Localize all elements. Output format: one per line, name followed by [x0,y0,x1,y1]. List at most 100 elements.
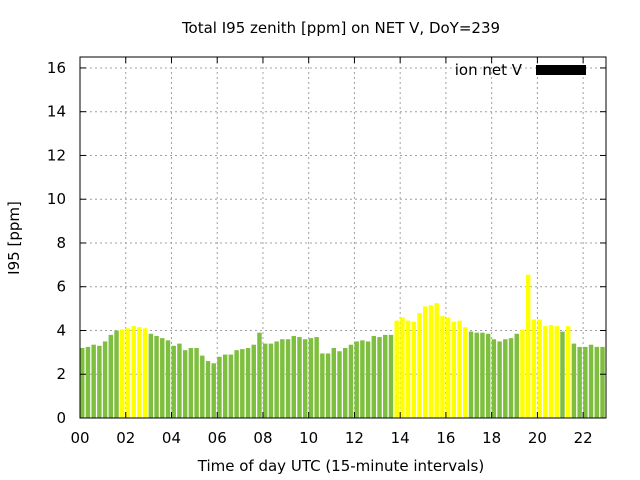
plot-frame [79,56,607,419]
bar [171,345,176,418]
bar [120,329,125,418]
bar [200,355,205,418]
bar [280,339,285,418]
bar [423,306,428,418]
bar [97,345,102,418]
y-tick-labels: 0 2 4 6 8 10 12 14 16 [47,59,66,427]
x-tick-label: 22 [574,429,593,447]
bar [102,341,108,418]
bar [114,330,119,418]
bar [291,335,297,418]
x-tick-label: 12 [345,429,364,447]
bar [154,335,159,418]
bar [177,343,182,418]
bar [222,354,228,418]
bar [543,326,548,418]
y-tick-label: 16 [47,59,66,77]
bar [314,337,319,418]
y-tick-label: 12 [47,146,66,164]
bar [325,353,331,418]
bar [257,332,262,418]
bar [571,343,577,418]
bar [188,347,194,418]
bar [417,312,422,418]
bar [583,346,588,418]
bar [211,363,216,418]
bar [85,346,91,418]
bar [165,340,171,418]
bar [320,353,325,418]
bar [548,325,554,418]
bar [142,328,148,418]
y-tick-label: 14 [47,103,66,121]
legend-swatch [536,65,586,75]
bar [405,320,411,418]
bar [262,343,268,418]
y-tick-label: 6 [56,278,66,296]
bar [440,316,445,418]
bar [434,303,439,418]
bar [394,320,399,418]
bar [91,344,96,418]
bar [383,334,388,418]
bar [503,339,508,418]
bar [594,346,600,418]
x-tick-label: 02 [116,429,135,447]
chart-title: Total I95 zenith [ppm] on NET V, DoY=239 [181,19,500,37]
bar [108,334,114,418]
x-tick-label: 16 [436,429,455,447]
bar [508,338,514,418]
bar [520,329,525,418]
bar [302,339,308,418]
bar [474,332,479,418]
bar [234,350,239,418]
bar [125,328,131,418]
x-tick-label: 18 [482,429,501,447]
x-tick-label: 14 [391,429,410,447]
x-tick-label: 08 [253,429,272,447]
bar [537,319,542,418]
bar [400,317,405,418]
bar [497,341,502,418]
x-tick-labels: 00 02 04 06 08 10 12 14 16 18 20 22 [70,429,592,447]
bar [343,347,348,418]
x-tick-label: 04 [162,429,181,447]
y-tick-label: 2 [56,365,66,383]
bar [137,327,142,418]
bar [480,332,485,418]
legend: ion net V [455,61,586,79]
bar [377,337,382,418]
y-tick-label: 10 [47,190,66,208]
bar [457,320,462,418]
bar [148,333,154,418]
bars [80,274,605,418]
bar [182,350,188,418]
bar [577,346,582,418]
bar [514,333,519,418]
bar [274,341,279,418]
ticks [79,57,606,419]
y-tick-label: 0 [56,409,66,427]
bar [600,346,605,418]
bar [205,361,211,418]
bar [348,344,354,418]
y-axis-label: I95 [ppm] [5,201,23,275]
bar [428,305,434,418]
bar [445,317,451,418]
bar [160,338,165,418]
bar [217,356,222,418]
bar [228,354,234,418]
bar [80,347,85,418]
bar [554,326,560,418]
y-tick-label: 4 [56,321,66,339]
bar [245,347,251,418]
bar [251,344,256,418]
bar [354,341,359,418]
bar [131,326,136,418]
bar [360,340,365,418]
bar [331,347,337,418]
bar [411,321,417,418]
bar [485,333,491,418]
bar [451,321,457,418]
